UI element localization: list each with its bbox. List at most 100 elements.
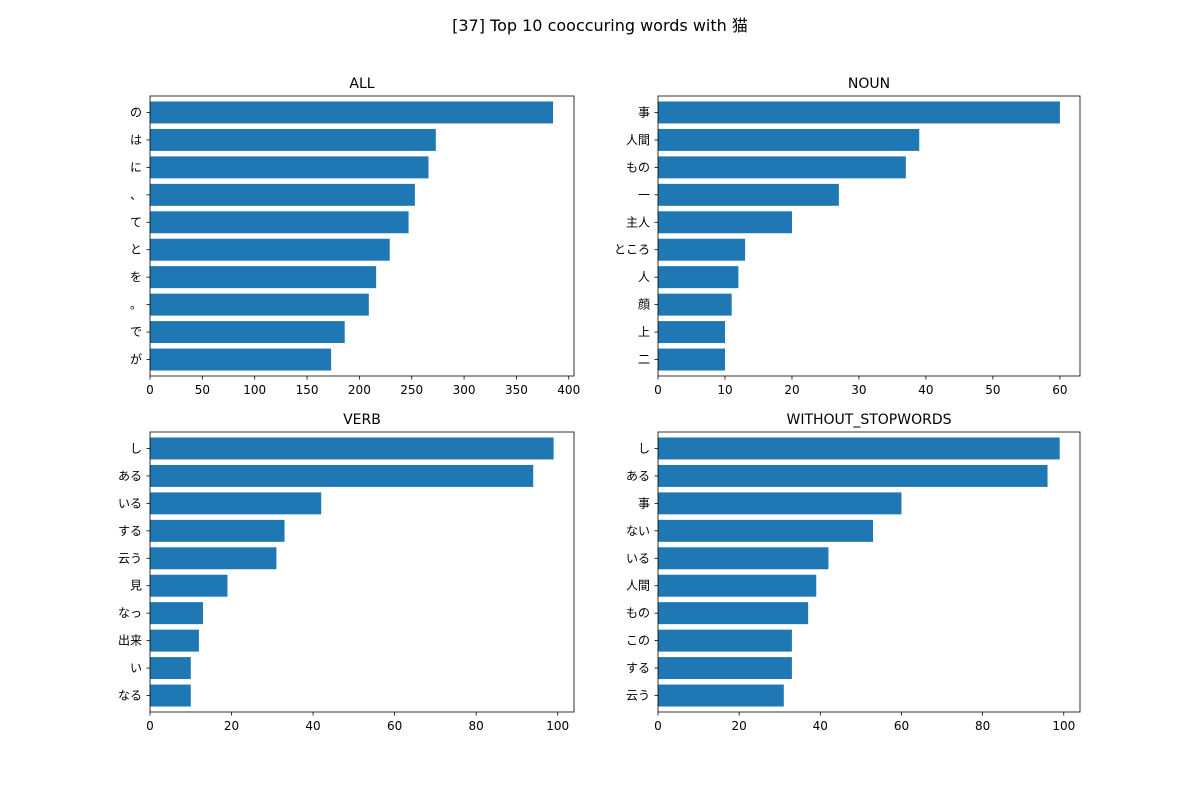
y-tick-label: 主人 [626, 215, 650, 229]
bar [150, 519, 285, 542]
panel-title: ALL [349, 76, 374, 92]
y-tick-label: いる [118, 496, 142, 510]
bar [658, 437, 1060, 460]
x-tick-label: 150 [296, 383, 319, 397]
bar [150, 211, 409, 234]
x-tick-label: 100 [243, 383, 266, 397]
y-tick-label: この [626, 634, 650, 648]
y-tick-label: する [626, 661, 650, 675]
bar [150, 293, 369, 316]
x-tick-label: 0 [146, 719, 154, 733]
x-tick-label: 50 [195, 383, 210, 397]
x-tick-label: 30 [851, 383, 866, 397]
y-tick-label: 事 [638, 105, 650, 119]
y-tick-label: 顔 [638, 297, 650, 312]
y-tick-label: と [130, 243, 142, 257]
y-tick-label: 云う [626, 689, 650, 703]
x-tick-label: 0 [654, 383, 662, 397]
y-tick-label: なっ [118, 606, 142, 620]
bar [150, 156, 429, 179]
y-tick-label: する [118, 524, 142, 538]
y-tick-label: 人 [638, 270, 650, 284]
y-tick-label: は [130, 133, 142, 147]
panel-title: VERB [343, 412, 381, 428]
x-tick-label: 60 [387, 719, 402, 733]
x-tick-label: 200 [348, 383, 371, 397]
y-tick-label: で [130, 325, 142, 339]
bar [658, 519, 874, 542]
y-tick-label: いる [626, 551, 650, 565]
bar [658, 574, 817, 597]
x-tick-label: 300 [453, 383, 476, 397]
bar [658, 629, 792, 652]
y-tick-label: し [638, 441, 650, 455]
bar [150, 492, 322, 515]
bar [658, 183, 839, 206]
panel-title: WITHOUT_STOPWORDS [786, 412, 951, 428]
bar [658, 101, 1060, 124]
bar [658, 266, 739, 289]
y-tick-label: もの [626, 606, 650, 620]
x-tick-label: 250 [400, 383, 423, 397]
x-tick-label: 60 [1052, 383, 1067, 397]
x-tick-label: 0 [146, 383, 154, 397]
bar [150, 574, 228, 597]
y-tick-label: の [130, 105, 142, 119]
y-tick-label: に [130, 160, 142, 174]
axes-frame [149, 95, 575, 377]
bar [658, 293, 732, 316]
x-tick-label: 20 [224, 719, 239, 733]
y-tick-label: を [130, 270, 142, 284]
bar [658, 348, 725, 371]
panel-all: のはに、てとを。でが 0 50 100 150 200 250 300 350 400 ALL [130, 76, 580, 397]
y-tick-label: 、 [130, 188, 142, 202]
x-tick-label: 80 [975, 719, 990, 733]
bar [150, 101, 554, 124]
y-tick-label: し [130, 441, 142, 455]
x-tick-label: 50 [985, 383, 1000, 397]
bar [150, 464, 534, 487]
axes-frame [149, 431, 575, 713]
y-tick-label: もの [626, 160, 650, 174]
panel-title: NOUN [848, 76, 890, 92]
y-tick-label: が [130, 352, 142, 367]
y-tick-label: 人間 [626, 133, 650, 147]
y-tick-label: 人間 [626, 579, 650, 593]
x-tick-label: 80 [469, 719, 484, 733]
x-tick-label: 0 [654, 719, 662, 733]
bar [658, 464, 1048, 487]
y-tick-label: ない [626, 524, 650, 538]
x-tick-label: 40 [305, 719, 320, 733]
y-tick-label: 。 [130, 298, 142, 312]
y-tick-label: ところ [614, 243, 650, 257]
bar [150, 348, 332, 371]
x-tick-label: 350 [505, 383, 528, 397]
y-tick-label: 云う [118, 551, 142, 565]
bar [658, 657, 792, 680]
bar [150, 629, 199, 652]
y-tick-label: 上 [638, 325, 650, 339]
y-tick-label: て [130, 215, 142, 229]
x-tick-label: 40 [813, 719, 828, 733]
bar [658, 238, 746, 261]
x-tick-label: 100 [1052, 719, 1075, 733]
bar [150, 321, 345, 344]
bar [150, 238, 390, 261]
y-tick-label: 出来 [118, 634, 142, 648]
bar [150, 128, 436, 151]
axes-frame [657, 95, 1081, 377]
bar [150, 602, 203, 625]
bar [150, 657, 191, 680]
y-tick-label: い [130, 661, 142, 675]
x-tick-label: 100 [546, 719, 569, 733]
y-tick-label: ある [626, 469, 650, 483]
bar [658, 492, 902, 515]
bar [150, 266, 377, 289]
x-tick-label: 400 [557, 383, 580, 397]
figure-title: [37] Top 10 cooccuring words with 猫 [452, 16, 748, 35]
